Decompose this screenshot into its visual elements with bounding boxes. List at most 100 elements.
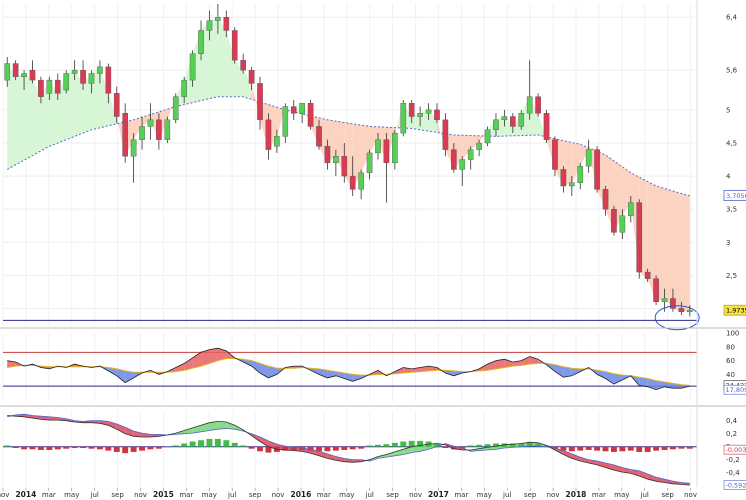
candle-body <box>661 298 668 303</box>
ma-fill-segment <box>462 135 471 160</box>
macd-fill-segment <box>260 436 269 447</box>
candle-body <box>71 69 78 74</box>
rsi-fill-segment <box>495 359 505 369</box>
rsi-fill-segment <box>352 374 362 382</box>
candle-body <box>324 146 331 164</box>
macd-histogram-bar <box>164 446 171 448</box>
month-label: jul <box>365 491 374 499</box>
ma-fill-segment <box>108 93 117 126</box>
macd-histogram-bar <box>535 443 542 447</box>
candle-body <box>383 139 390 164</box>
month-label: nov <box>409 491 422 499</box>
ma-fill-segment <box>361 125 370 173</box>
candle-body <box>97 66 103 74</box>
candle-body <box>619 215 626 233</box>
price-tick-label: 5,6 <box>726 67 738 75</box>
price-tick-label: 4 <box>726 173 731 181</box>
candle-body <box>274 136 280 147</box>
candle-body <box>38 79 44 97</box>
ma-value-label: 3,7056 <box>726 192 746 200</box>
candle-body <box>535 96 541 114</box>
macd-fill-segment <box>344 458 353 463</box>
macd-histogram-bar <box>29 446 36 450</box>
ma-fill-segment <box>538 113 547 140</box>
candle-body <box>282 106 289 137</box>
month-label: nov <box>272 491 285 499</box>
macd-histogram-bar <box>602 446 609 452</box>
candle-body <box>198 30 204 54</box>
rsi-fill-segment <box>319 368 328 378</box>
macd-histogram-bar <box>139 446 145 451</box>
candle-body <box>510 116 516 127</box>
candle-body <box>54 79 61 94</box>
macd-histogram-bar <box>568 446 575 452</box>
macd-histogram-bar <box>71 446 78 449</box>
rsi-tick-label: 100 <box>726 330 739 338</box>
candle-body <box>223 17 230 31</box>
candle-body <box>63 73 70 91</box>
candle-body <box>611 208 617 233</box>
macd-tick-label: -0,2 <box>726 456 740 464</box>
macd-histogram-bar <box>122 446 129 454</box>
macd-fill-segment <box>580 457 589 463</box>
macd-fill-segment <box>217 421 227 430</box>
ma-fill-segment <box>243 70 252 100</box>
candle-body <box>366 152 373 173</box>
macd-histogram-bar <box>189 441 196 447</box>
ma-fill-segment <box>428 109 437 133</box>
macd-fill-segment <box>554 448 564 455</box>
month-label: nov <box>684 491 697 499</box>
macd-line <box>7 415 690 486</box>
macd-histogram-bar <box>12 446 19 449</box>
last-price-label: 1,9735 <box>726 307 746 315</box>
candle-body <box>493 119 499 130</box>
ma-fill-segment <box>411 113 421 130</box>
month-label: jul <box>90 491 99 499</box>
macd-histogram-bar <box>391 442 398 447</box>
rsi-fill-segment <box>260 363 269 378</box>
rsi-fill-segment <box>639 377 648 387</box>
candle-body <box>653 278 659 303</box>
ma-fill-segment <box>571 142 581 183</box>
ma-fill-segment <box>436 119 446 150</box>
macd-histogram-bar <box>417 440 424 447</box>
ma-fill-segment <box>99 66 109 128</box>
month-label: mar <box>454 491 468 499</box>
candle-body <box>88 73 95 84</box>
rsi-fill-segment <box>521 356 530 366</box>
candle-body <box>248 69 255 84</box>
ma-fill-segment <box>369 126 378 153</box>
rsi-fill-segment <box>116 368 126 383</box>
candle-body <box>543 113 550 140</box>
ma-fill-segment <box>7 63 16 170</box>
candle-body <box>4 63 11 81</box>
ma-fill-segment <box>302 103 311 127</box>
macd-histogram-bar <box>526 442 533 447</box>
rsi-fill-segment <box>613 373 623 385</box>
macd-histogram-bar <box>257 446 263 452</box>
ma-fill-segment <box>681 193 690 312</box>
candle-body <box>29 69 36 81</box>
candle-body <box>417 113 423 117</box>
rsi-fill-segment <box>217 348 227 361</box>
candle-body <box>358 172 364 190</box>
rsi-tick-label: 80 <box>726 343 735 351</box>
month-label: may <box>64 491 79 499</box>
ma-fill-segment <box>656 186 665 302</box>
time-axis: nov2014marmayjulsepnov2015marmayjulsepno… <box>0 488 697 499</box>
macd-histogram-bar <box>467 445 474 447</box>
macd-tick-label: 0,2 <box>726 430 737 438</box>
macd-histogram-bar <box>375 444 381 447</box>
candle-body <box>46 79 53 94</box>
macd-histogram-bar <box>37 446 44 450</box>
candle-body <box>425 109 432 114</box>
macd-histogram-bar <box>21 446 28 450</box>
rsi-fill-segment <box>529 356 539 365</box>
rsi-tick-label: 40 <box>726 371 735 379</box>
candle-body <box>156 119 162 140</box>
ma-fill-segment <box>32 80 41 156</box>
candle-body <box>670 298 676 309</box>
candle-body <box>21 73 27 78</box>
macd-histogram-bar <box>678 446 685 449</box>
